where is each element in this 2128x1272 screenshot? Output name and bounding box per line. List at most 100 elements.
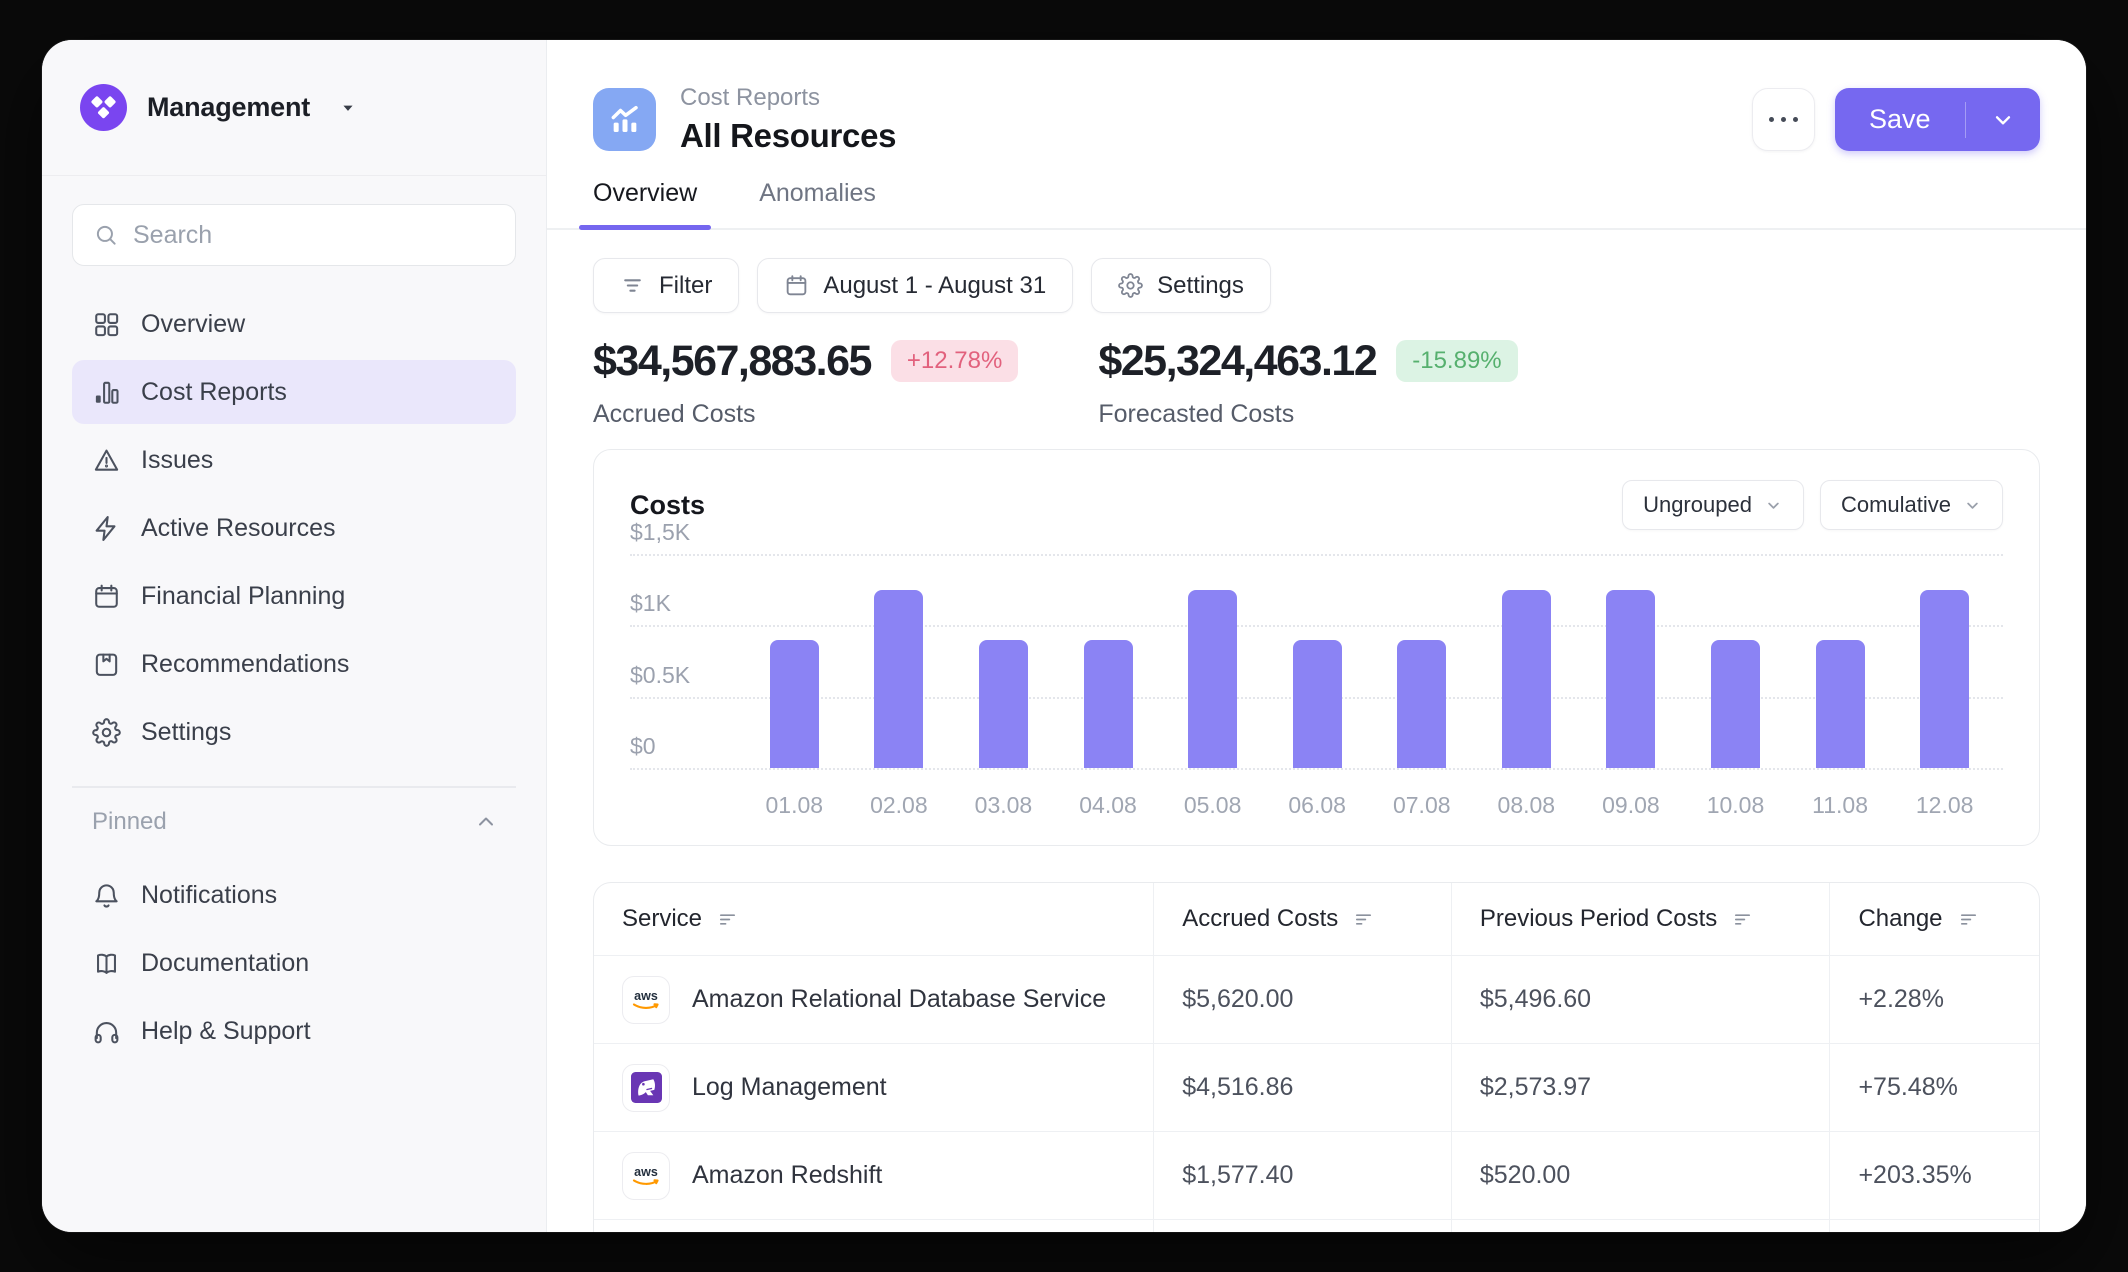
column-header-previous-period-costs[interactable]: Previous Period Costs xyxy=(1450,883,1830,955)
sidebar-item-notifications[interactable]: Notifications xyxy=(72,864,516,928)
accrued-cost-cell: $4,516.86 xyxy=(1153,1044,1451,1131)
stat-value: $25,324,463.12 xyxy=(1098,337,1377,385)
sidebar-item-settings[interactable]: Settings xyxy=(72,700,516,764)
sidebar-item-documentation[interactable]: Documentation xyxy=(72,932,516,996)
chart-title: Costs xyxy=(630,489,706,520)
chart-gridline xyxy=(630,768,2003,770)
table-row[interactable]: aws Amazon Relational Database Service $5,… xyxy=(594,955,2039,1043)
datadog-icon xyxy=(622,1063,670,1112)
workspace-switcher[interactable]: Management xyxy=(42,40,546,176)
bar-06.08 xyxy=(1292,639,1342,768)
sidebar-item-label: Overview xyxy=(141,309,246,338)
sidebar-item-financial-planning[interactable]: Financial Planning xyxy=(72,564,516,628)
sidebar-pinned-nav: Notifications Documentation Help & Support xyxy=(42,850,546,1068)
column-header-accrued-costs[interactable]: Accrued Costs xyxy=(1153,883,1451,955)
bar-05.08 xyxy=(1188,589,1238,768)
sort-icon xyxy=(1352,908,1375,931)
sidebar-item-cost-reports[interactable]: Cost Reports xyxy=(72,360,516,424)
service-name: Log Management xyxy=(692,1073,887,1101)
sidebar-item-label: Cost Reports xyxy=(141,377,287,406)
sidebar-item-active-resources[interactable]: Active Resources xyxy=(72,496,516,560)
stat-accrued-costs: $34,567,883.65 +12.78% Accrued Costs xyxy=(593,337,1019,429)
sidebar-item-help-support[interactable]: Help & Support xyxy=(72,1000,516,1064)
sidebar-divider xyxy=(72,786,516,788)
sort-icon xyxy=(1957,908,1980,931)
table-row[interactable]: Log Management $4,516.86 $2,573.97 +75.48% xyxy=(594,1043,2039,1131)
sidebar-item-recommendations[interactable]: Recommendations xyxy=(72,632,516,696)
accrued-cost-cell: $5,620.00 xyxy=(1153,956,1451,1043)
sidebar-item-label: Notifications xyxy=(141,881,278,909)
pinned-section-header[interactable]: Pinned xyxy=(42,806,546,850)
chart-gridline xyxy=(630,625,2003,628)
breadcrumb: Cost Reports xyxy=(680,84,821,111)
sidebar-item-label: Financial Planning xyxy=(141,581,346,610)
bar-10.08 xyxy=(1710,639,1760,768)
filter-button[interactable]: Filter xyxy=(593,258,740,313)
more-options-button[interactable] xyxy=(1751,88,1815,151)
stat-change-badge: +12.78% xyxy=(890,340,1019,382)
x-axis-label: 05.08 xyxy=(1183,792,1242,818)
bar-09.08 xyxy=(1606,589,1656,768)
workspace-caret-down-icon xyxy=(338,98,358,118)
x-axis-label: 08.08 xyxy=(1497,792,1556,818)
calendar-icon xyxy=(92,582,121,611)
page-header: Cost Reports All Resources Save xyxy=(547,40,2086,155)
x-axis-label: 11.08 xyxy=(1812,792,1868,818)
tab-overview[interactable]: Overview xyxy=(578,179,712,230)
sidebar-item-label: Help & Support xyxy=(141,1017,311,1045)
gear-icon xyxy=(1118,273,1143,298)
chart-gridline xyxy=(630,554,2003,556)
costs-chart-card: Costs Ungrouped Comulative $1,5K $1K $0.5K xyxy=(593,449,2040,846)
bar-12.08 xyxy=(1920,589,1970,768)
svg-text:aws: aws xyxy=(634,1165,658,1179)
app-window: Management Overview Cost Reports Issues Act… xyxy=(42,40,2086,1232)
bar-11.08 xyxy=(1815,639,1865,768)
sidebar: Management Overview Cost Reports Issues Act… xyxy=(42,40,547,1232)
stat-change-badge: -15.89% xyxy=(1396,340,1518,382)
settings-button[interactable]: Settings xyxy=(1091,258,1271,313)
save-button[interactable]: Save xyxy=(1868,104,1931,134)
ellipsis-icon xyxy=(1768,117,1774,122)
column-header-service[interactable]: Service xyxy=(594,883,1153,955)
cumulative-select[interactable]: Comulative xyxy=(1819,480,2003,530)
headphones-icon xyxy=(92,1017,121,1046)
aws-icon: aws xyxy=(622,975,670,1024)
search-input[interactable] xyxy=(133,220,495,250)
bookmark-icon xyxy=(92,650,121,679)
books-icon xyxy=(92,949,121,978)
chevron-down-icon xyxy=(1995,115,2011,124)
save-dropdown-button[interactable] xyxy=(1966,107,2040,133)
search-box[interactable] xyxy=(72,204,516,266)
column-header-change[interactable]: Change xyxy=(1829,883,2039,955)
y-axis-tick: $0 xyxy=(630,732,656,759)
warning-icon xyxy=(92,446,121,475)
table-row[interactable]: aws Amazon Redshift $1,577.40 $520.00 +203.3… xyxy=(594,1131,2039,1219)
stats-row: $34,567,883.65 +12.78% Accrued Costs $25,32… xyxy=(593,337,2040,429)
page-title: All Resources xyxy=(680,117,897,154)
accrued-cost-cell: $1,577.40 xyxy=(1153,1132,1451,1219)
grouping-select[interactable]: Ungrouped xyxy=(1622,480,1804,530)
change-cell: +75.48% xyxy=(1829,1044,2039,1131)
tab-anomalies[interactable]: Anomalies xyxy=(759,179,876,207)
bar-01.08 xyxy=(769,639,819,768)
previous-cost-cell: $520.00 xyxy=(1450,1132,1830,1219)
change-cell: +203.35% xyxy=(1829,1132,2039,1219)
stat-forecasted-costs: $25,324,463.12 -15.89% Forecasted Costs xyxy=(1098,337,1518,429)
y-axis-tick: $1,5K xyxy=(630,518,691,545)
chevron-up-icon[interactable] xyxy=(474,810,498,834)
stat-label: Accrued Costs xyxy=(593,400,756,428)
x-axis-label: 07.08 xyxy=(1392,792,1451,818)
calendar-icon xyxy=(787,275,807,296)
sidebar-item-label: Issues xyxy=(141,445,214,474)
bar-07.08 xyxy=(1397,639,1447,768)
date-range-button[interactable]: August 1 - August 31 xyxy=(757,258,1074,313)
x-axis-label: 09.08 xyxy=(1602,792,1660,818)
x-axis-label: 12.08 xyxy=(1915,792,1974,818)
x-axis-label: 02.08 xyxy=(870,792,928,818)
sidebar-item-issues[interactable]: Issues xyxy=(72,428,516,492)
sort-icon xyxy=(716,908,739,931)
sidebar-item-overview[interactable]: Overview xyxy=(72,292,516,356)
service-name: Amazon Relational Database Service xyxy=(692,985,1107,1013)
report-chart-icon xyxy=(593,88,656,151)
table-clipped-row xyxy=(594,1219,2039,1232)
